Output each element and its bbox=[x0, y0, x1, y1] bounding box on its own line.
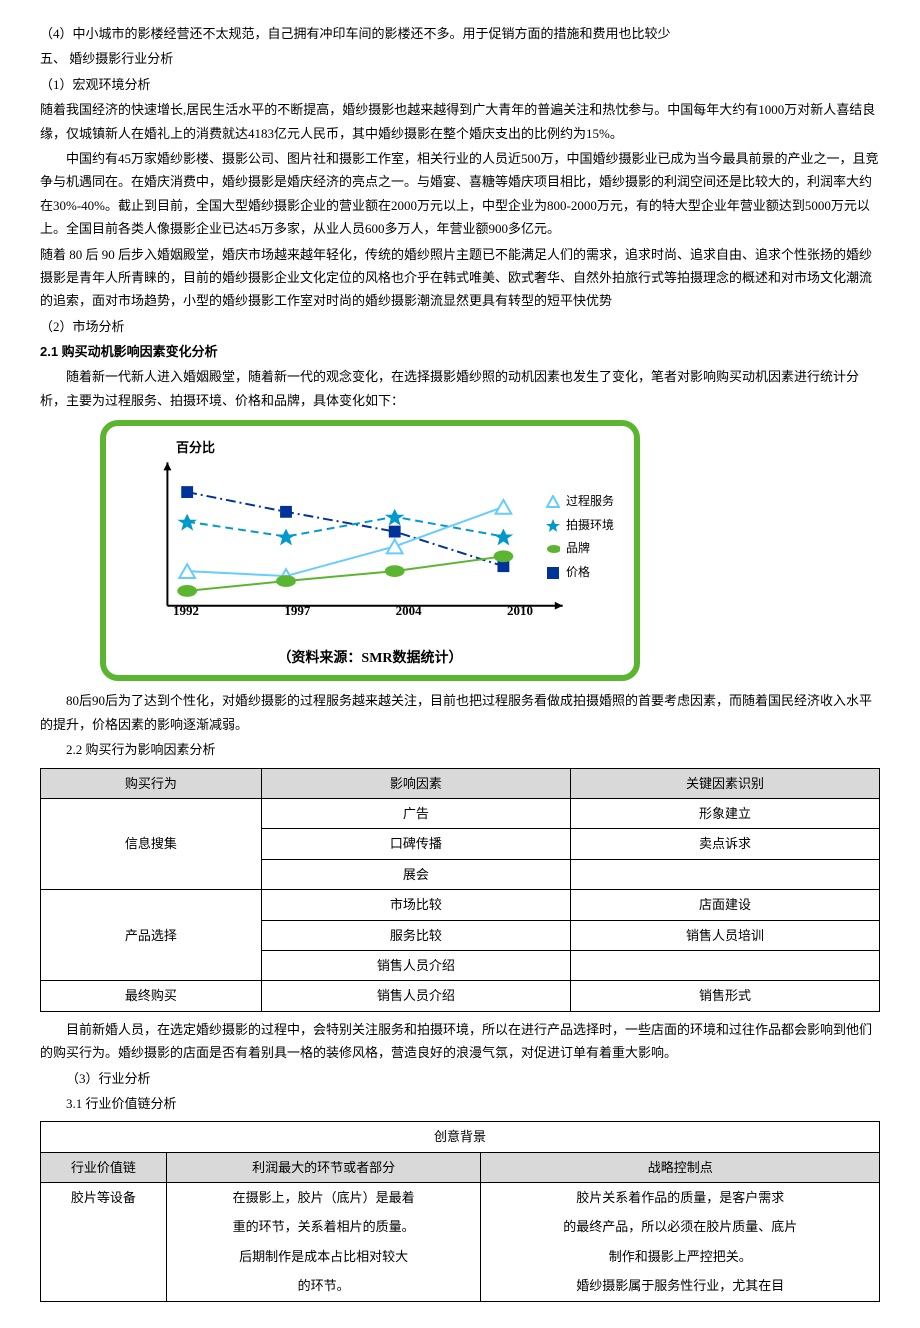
table-cell: 后期制作是成本占比相对较大 bbox=[166, 1242, 481, 1271]
subsection-title: 3.1 行业价值链分析 bbox=[40, 1092, 880, 1115]
table-cell: 销售人员介绍 bbox=[261, 950, 570, 980]
table-cell: 销售人员培训 bbox=[570, 920, 879, 950]
table-cell: 在摄影上，胶片（底片）是最着 bbox=[166, 1183, 481, 1213]
table-cell: 市场比较 bbox=[261, 890, 570, 920]
chart-source: （资料来源：SMR数据统计） bbox=[118, 646, 622, 671]
table-cell: 销售人员介绍 bbox=[261, 981, 570, 1011]
table-cell: 婚纱摄影属于服务性行业，尤其在目 bbox=[481, 1271, 880, 1301]
table-cell: 重的环节，关系着相片的质量。 bbox=[166, 1212, 481, 1241]
table-cell: 产品选择 bbox=[41, 890, 262, 981]
x-axis-labels: 1992 1997 2004 2010 bbox=[173, 599, 533, 622]
table-cell: 的最终产品，所以必须在胶片质量、底片 bbox=[481, 1212, 880, 1241]
table-cell: 卖点诉求 bbox=[570, 829, 879, 859]
paragraph: 中国约有45万家婚纱影楼、摄影公司、图片社和摄影工作室，相关行业的人员近500万… bbox=[40, 147, 880, 241]
table-cell bbox=[570, 950, 879, 980]
paragraph: 随着新一代新人进入婚姻殿堂，随着新一代的观念变化，在选择摄影婚纱照的动机因素也发… bbox=[40, 365, 880, 412]
table-cell: 信息搜集 bbox=[41, 799, 262, 890]
table-header: 战略控制点 bbox=[481, 1152, 880, 1182]
table-cell: 口碑传播 bbox=[261, 829, 570, 859]
chart-legend: 过程服务 拍摄环境 品牌 价格 bbox=[546, 489, 614, 585]
table-cell: 销售形式 bbox=[570, 981, 879, 1011]
subsection-title: 2.1 购买动机影响因素变化分析 bbox=[40, 340, 880, 363]
table-cell: 形象建立 bbox=[570, 799, 879, 829]
paragraph: 随着 80 后 90 后步入婚姻殿堂，婚庆市场越来越年轻化，传统的婚纱照片主题已… bbox=[40, 243, 880, 313]
subsection-title: 2.2 购买行为影响因素分析 bbox=[40, 738, 880, 761]
table-header: 影响因素 bbox=[261, 768, 570, 798]
table-cell: 胶片关系着作品的质量，是客户需求 bbox=[481, 1183, 880, 1213]
table-cell: 店面建设 bbox=[570, 890, 879, 920]
paragraph: 80后90后为了达到个性化，对婚纱摄影的过程服务越来越关注，目前也把过程服务看做… bbox=[40, 689, 880, 736]
paragraph: 随着我国经济的快速增长,居民生活水平的不断提高，婚纱摄影也越来越得到广大青年的普… bbox=[40, 98, 880, 145]
table-cell bbox=[41, 1242, 167, 1271]
table-cell: 最终购买 bbox=[41, 981, 262, 1011]
subsection-heading: （3）行业分析 bbox=[40, 1067, 880, 1090]
table-cell: 的环节。 bbox=[166, 1271, 481, 1301]
subsection-heading: （2）市场分析 bbox=[40, 315, 880, 338]
paragraph: 目前新婚人员，在选定婚纱摄影的过程中，会特别关注服务和拍摄环境，所以在进行产品选… bbox=[40, 1018, 880, 1065]
table-header: 关键因素识别 bbox=[570, 768, 879, 798]
table-header: 购买行为 bbox=[41, 768, 262, 798]
table-cell: 广告 bbox=[261, 799, 570, 829]
paragraph: （4）中小城市的影楼经营还不太规范，自己拥有冲印车间的影楼还不多。用于促销方面的… bbox=[40, 22, 880, 45]
value-chain-table: 创意背景 行业价值链 利润最大的环节或者部分 战略控制点 胶片等设备 在摄影上，… bbox=[40, 1121, 880, 1301]
table-cell bbox=[570, 859, 879, 889]
table-header: 利润最大的环节或者部分 bbox=[166, 1152, 481, 1182]
motivation-chart: 百分比 bbox=[100, 420, 640, 681]
table-cell: 胶片等设备 bbox=[41, 1183, 167, 1213]
table-cell: 服务比较 bbox=[261, 920, 570, 950]
section-heading: 五、 婚纱摄影行业分析 bbox=[40, 47, 880, 70]
subsection-heading: （1）宏观环境分析 bbox=[40, 73, 880, 96]
table-title: 创意背景 bbox=[41, 1122, 880, 1152]
y-axis-label: 百分比 bbox=[176, 436, 215, 459]
table-header: 行业价值链 bbox=[41, 1152, 167, 1182]
table-cell: 展会 bbox=[261, 859, 570, 889]
table-cell: 制作和摄影上严控把关。 bbox=[481, 1242, 880, 1271]
table-cell bbox=[41, 1212, 167, 1241]
purchase-behavior-table: 购买行为 影响因素 关键因素识别 信息搜集 广告 形象建立 口碑传播 卖点诉求 … bbox=[40, 768, 880, 1012]
table-cell bbox=[41, 1271, 167, 1301]
